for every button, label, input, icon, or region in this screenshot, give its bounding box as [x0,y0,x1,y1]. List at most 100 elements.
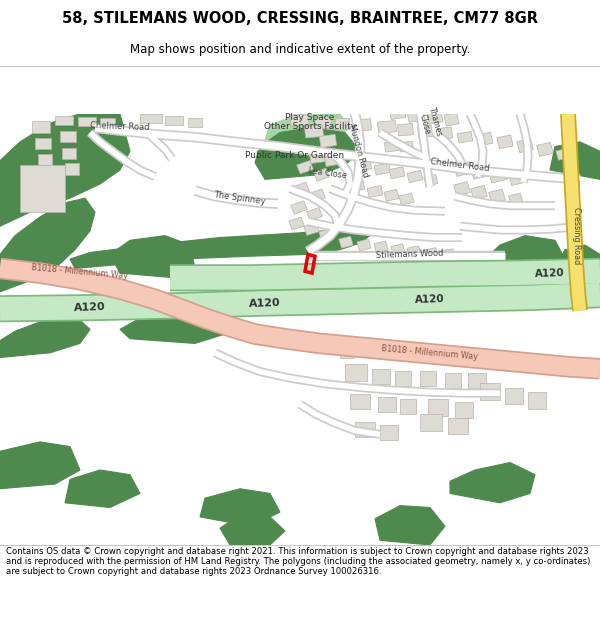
Text: Other Sports Facility: Other Sports Facility [264,122,356,131]
Polygon shape [354,159,372,171]
Polygon shape [38,154,52,166]
Polygon shape [528,392,546,409]
Polygon shape [110,236,195,278]
Polygon shape [289,217,304,230]
Text: Chelmer Road: Chelmer Road [90,121,150,132]
Polygon shape [398,124,413,136]
Polygon shape [372,369,390,384]
Polygon shape [307,208,322,221]
Polygon shape [20,166,65,212]
Polygon shape [70,228,370,269]
Polygon shape [420,414,442,431]
Polygon shape [471,164,489,179]
Text: A120: A120 [415,294,445,305]
Polygon shape [0,315,90,358]
Polygon shape [339,236,353,248]
Polygon shape [400,141,413,152]
Polygon shape [305,125,323,138]
Polygon shape [0,198,95,292]
Text: Map shows position and indicative extent of the property.: Map shows position and indicative extent… [130,43,470,56]
Polygon shape [444,112,459,126]
Polygon shape [324,153,341,166]
Text: Lea Close: Lea Close [308,166,348,180]
Polygon shape [380,425,398,440]
Polygon shape [428,399,448,416]
Polygon shape [384,189,399,201]
Polygon shape [375,506,445,545]
Text: Stilemans Wood: Stilemans Wood [376,249,444,260]
Polygon shape [314,168,329,181]
Text: Chelmer Road: Chelmer Road [430,158,490,173]
Polygon shape [448,418,468,434]
Polygon shape [455,402,473,419]
Polygon shape [0,114,130,226]
Polygon shape [454,162,472,176]
Polygon shape [319,229,334,241]
Polygon shape [407,109,423,122]
Polygon shape [188,118,202,127]
Polygon shape [555,245,600,282]
Polygon shape [315,116,331,128]
Text: A120: A120 [535,268,565,279]
Polygon shape [311,189,325,202]
Text: 58, STILEMANS WOOD, CRESSING, BRAINTREE, CM77 8GR: 58, STILEMANS WOOD, CRESSING, BRAINTREE,… [62,11,538,26]
Polygon shape [389,167,405,179]
Polygon shape [468,372,486,388]
Polygon shape [357,239,371,251]
Polygon shape [45,185,59,196]
Polygon shape [489,168,507,183]
Text: Contains OS data © Crown copyright and database right 2021. This information is : Contains OS data © Crown copyright and d… [6,547,590,576]
Polygon shape [35,138,51,149]
Polygon shape [367,186,383,198]
Polygon shape [265,114,350,151]
Text: Public Park Or Garden: Public Park Or Garden [245,151,344,161]
Text: Mundon Road: Mundon Road [347,124,370,179]
Polygon shape [420,371,436,386]
Polygon shape [517,139,533,152]
Polygon shape [355,119,371,131]
Polygon shape [165,116,183,125]
Polygon shape [480,382,500,400]
Polygon shape [437,127,453,140]
Polygon shape [0,442,80,489]
Text: A120: A120 [249,298,281,309]
Polygon shape [297,161,313,174]
Polygon shape [140,114,162,123]
Text: B1018 - Millennium Way: B1018 - Millennium Way [31,262,128,280]
Polygon shape [100,119,115,128]
Polygon shape [304,222,319,236]
Polygon shape [485,236,565,278]
Text: Play Space: Play Space [286,113,335,122]
Polygon shape [293,182,310,195]
Polygon shape [424,248,438,259]
Text: A120: A120 [74,302,106,313]
Polygon shape [65,470,140,508]
Polygon shape [488,189,505,203]
Polygon shape [550,142,600,179]
Polygon shape [345,364,367,381]
Text: Thames
Close: Thames Close [417,106,443,140]
Polygon shape [42,170,57,181]
Polygon shape [389,106,406,119]
Polygon shape [220,515,285,545]
Polygon shape [445,372,461,388]
Polygon shape [509,193,523,207]
Polygon shape [505,388,523,404]
Polygon shape [349,180,365,192]
Polygon shape [407,246,421,258]
Text: The Spinney: The Spinney [214,190,266,206]
Polygon shape [407,171,423,182]
Text: B1018 - Millennium Way: B1018 - Millennium Way [382,344,479,361]
Polygon shape [65,164,79,175]
Polygon shape [391,244,405,256]
Polygon shape [424,174,438,186]
Polygon shape [385,141,400,152]
Polygon shape [60,131,76,142]
Polygon shape [477,132,493,146]
Polygon shape [335,118,349,129]
Polygon shape [120,303,230,344]
Polygon shape [399,193,414,205]
Polygon shape [319,134,337,148]
Polygon shape [450,462,535,503]
Polygon shape [556,148,571,160]
